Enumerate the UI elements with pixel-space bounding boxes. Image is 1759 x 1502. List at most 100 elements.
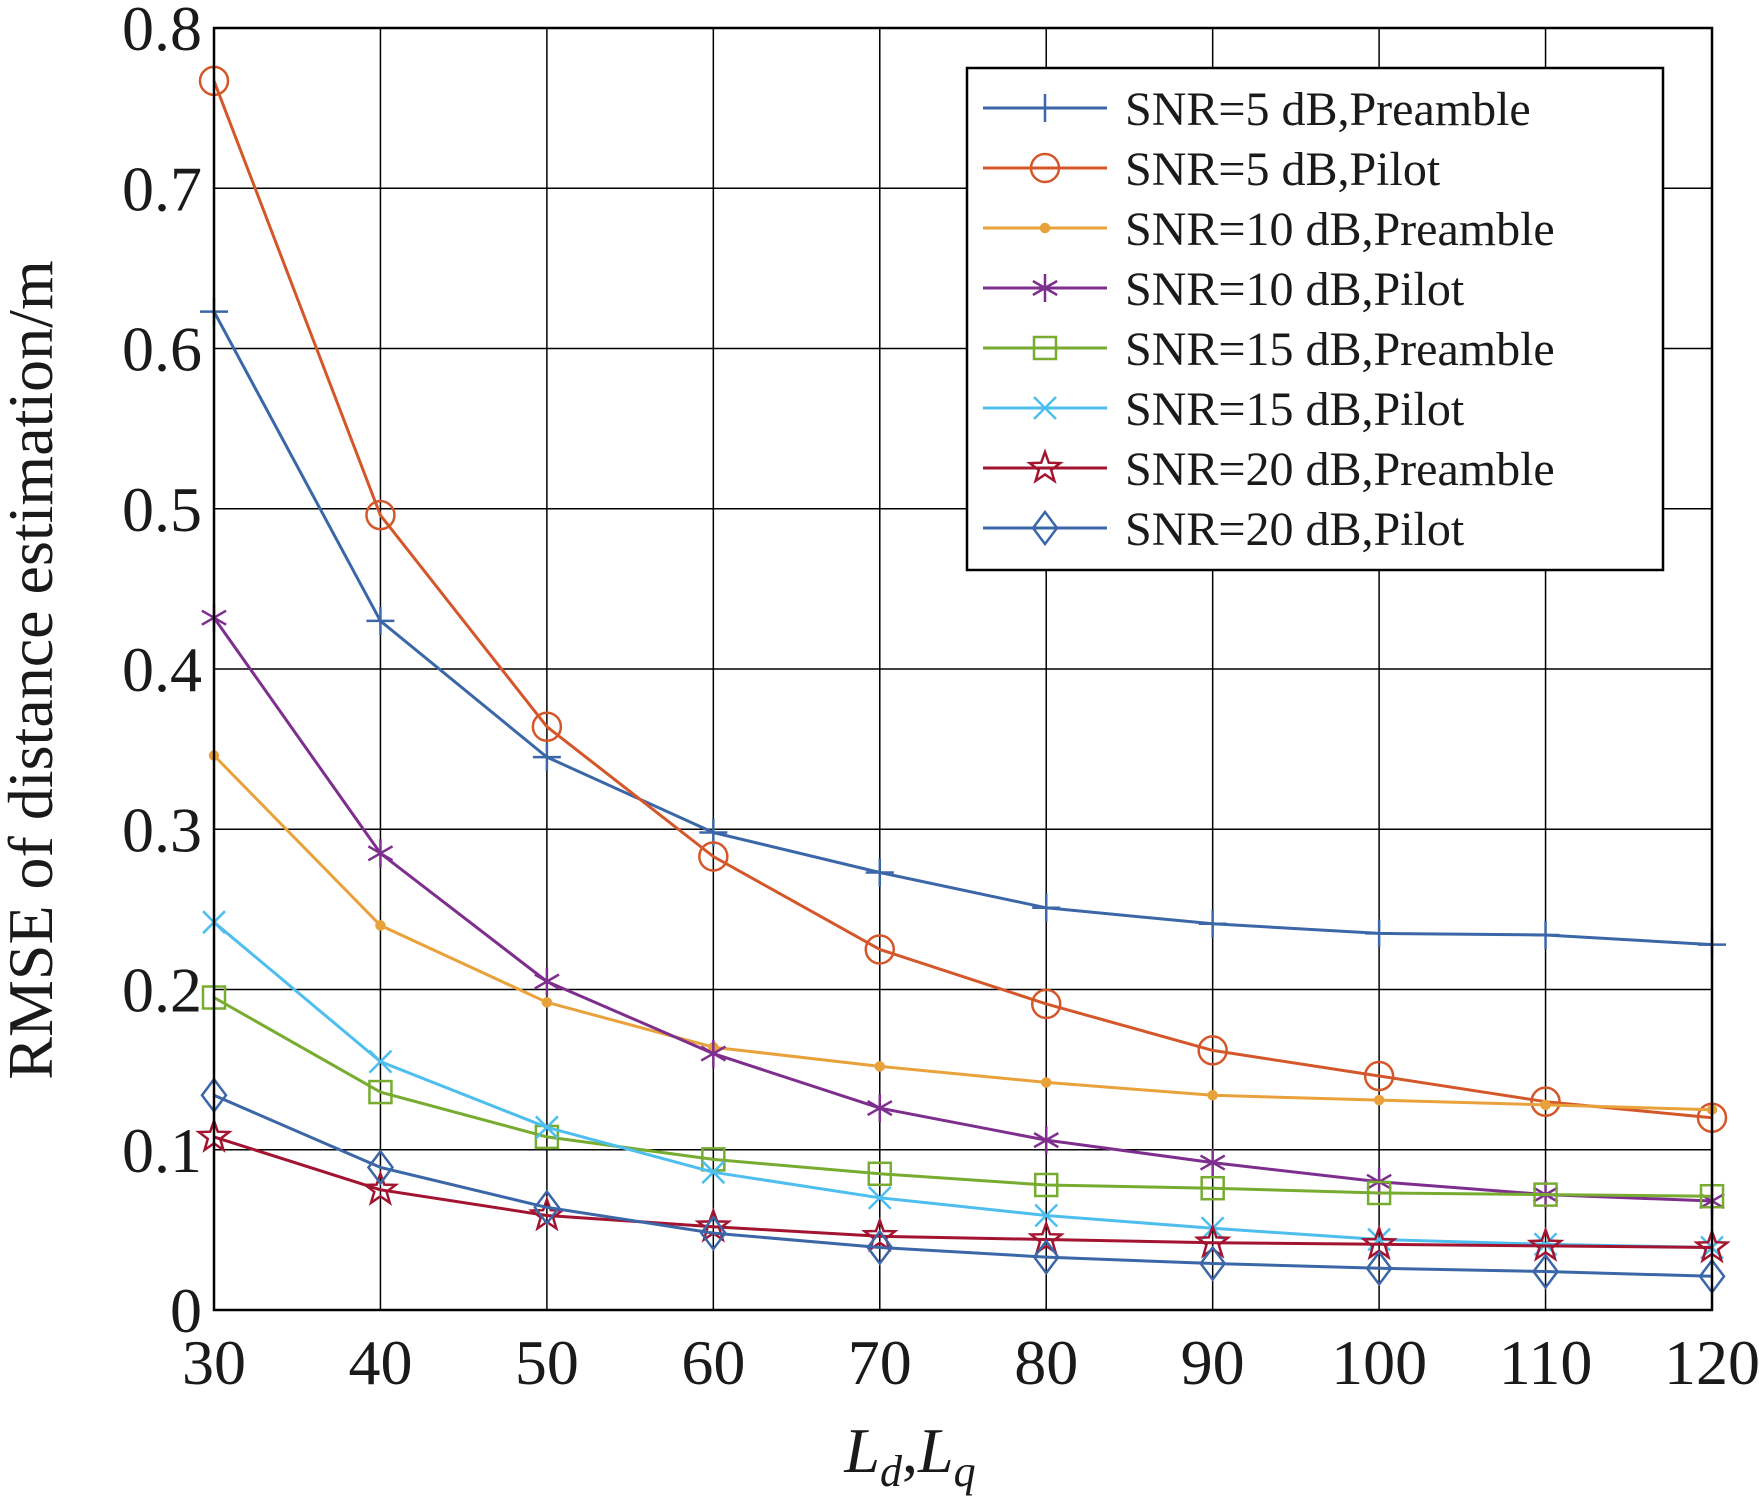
data-point-marker	[701, 1160, 726, 1185]
series-6	[202, 910, 1724, 1260]
data-point-marker	[1531, 1253, 1560, 1290]
data-point-marker	[701, 1147, 726, 1172]
x-axis-title-sub-q: q	[954, 1447, 976, 1496]
series-line	[213, 1135, 1713, 1249]
data-point-marker	[861, 1216, 899, 1253]
legend-item: SNR=20 dB,Preamble	[983, 443, 1555, 496]
data-point-marker	[865, 858, 894, 887]
x-tick-label: 30	[182, 1327, 246, 1398]
data-point-marker	[1200, 1175, 1225, 1201]
data-point-marker	[698, 841, 729, 872]
x-axis-title: Ld,Lq	[843, 1415, 975, 1496]
series-1	[200, 297, 1726, 959]
data-point-marker	[533, 1189, 561, 1226]
data-point-marker	[1033, 1172, 1059, 1198]
legend-marker	[1032, 335, 1058, 361]
legend-marker	[1026, 448, 1064, 484]
data-point-marker	[864, 934, 896, 965]
legend-item: SNR=15 dB,Preamble	[983, 323, 1555, 376]
legend-marker	[1031, 509, 1059, 547]
data-point-marker	[1032, 1239, 1060, 1276]
series-line	[212, 80, 1713, 1120]
legend-label: SNR=5 dB,Pilot	[1125, 143, 1441, 196]
data-point-marker	[367, 839, 394, 868]
data-point-marker	[699, 1214, 727, 1252]
x-tick-label: 100	[1331, 1327, 1427, 1398]
legend-label: SNR=15 dB,Preamble	[1125, 323, 1555, 376]
data-point-marker	[366, 606, 395, 635]
x-axis-title-sub-d: d	[880, 1447, 903, 1496]
y-tick-label: 0.1	[122, 1115, 202, 1186]
x-axis-title-sep: ,	[902, 1415, 918, 1486]
series-5	[201, 985, 1725, 1209]
y-tick-label: 0.4	[122, 634, 202, 705]
data-point-marker	[541, 997, 553, 1008]
y-tick-label: 0.8	[122, 0, 202, 64]
legend-label: SNR=10 dB,Pilot	[1125, 263, 1465, 316]
y-tick-label: 0	[170, 1275, 202, 1346]
data-point-marker	[1198, 909, 1227, 938]
data-point-marker	[1199, 1148, 1226, 1177]
data-point-marker	[874, 1061, 886, 1072]
legend-item: SNR=5 dB,Preamble	[983, 83, 1531, 136]
plot-frame	[212, 26, 1714, 1312]
data-point-marker	[1373, 1094, 1385, 1106]
data-point-marker	[1366, 1180, 1392, 1206]
legend-item: SNR=10 dB,Preamble	[983, 203, 1555, 256]
series-8	[200, 1077, 1726, 1295]
data-point-marker	[700, 1039, 727, 1068]
legend-item: SNR=10 dB,Pilot	[983, 263, 1465, 316]
x-axis-title-main2: L	[917, 1415, 954, 1486]
data-point-marker	[1027, 1219, 1065, 1256]
data-point-marker	[1533, 1182, 1558, 1207]
legend-label: SNR=15 dB,Pilot	[1125, 383, 1465, 436]
legend-marker	[1031, 94, 1059, 122]
data-point-marker	[1040, 1077, 1052, 1088]
legend-label: SNR=20 dB,Pilot	[1125, 503, 1465, 556]
data-point-marker	[1365, 919, 1394, 948]
y-tick-label: 0.5	[122, 474, 202, 545]
data-point-marker	[1030, 988, 1062, 1020]
data-point-marker	[365, 499, 396, 531]
legend-marker	[1033, 396, 1057, 420]
tick-labels: 30 40 50 60 70 80 90 100 110 120 0 0.1 0.2 0.3 0.4 0.5 0…	[122, 0, 1759, 1398]
legend-label: SNR=20 dB,Preamble	[1125, 443, 1555, 496]
series-line	[213, 996, 1713, 1198]
series-line	[212, 616, 1713, 1203]
series-line	[212, 310, 1713, 947]
series-line	[212, 754, 1713, 1112]
data-point-marker	[1540, 1099, 1551, 1111]
data-point-marker	[1365, 1250, 1393, 1287]
legend-label: SNR=5 dB,Preamble	[1125, 83, 1531, 136]
legend-item: SNR=5 dB,Pilot	[983, 143, 1441, 196]
data-point-marker	[368, 1079, 393, 1105]
data-point-marker	[531, 711, 563, 742]
data-point-marker	[534, 967, 560, 996]
y-tick-label: 0.7	[122, 153, 202, 224]
data-point-marker	[866, 1229, 894, 1266]
data-point-marker	[1033, 1126, 1059, 1155]
legend-item: SNR=15 dB,Pilot	[983, 383, 1465, 436]
series-2	[198, 65, 1728, 1133]
legend-box	[965, 66, 1665, 572]
series-line	[213, 1093, 1713, 1278]
data-point-marker	[366, 1149, 395, 1186]
data-point-marker	[1032, 893, 1061, 922]
y-tick-label: 0.2	[122, 955, 202, 1026]
data-point-marker	[1207, 1090, 1218, 1101]
legend: SNR=5 dB,Preamble SNR=5 dB,Pilot SNR=10 dB…	[965, 66, 1665, 572]
y-tick-label: 0.3	[122, 794, 202, 865]
data-point-marker	[1530, 1086, 1561, 1117]
legend-marker	[1039, 222, 1051, 234]
y-tick-label: 0.6	[122, 314, 202, 385]
y-axis-title: RMSE of distance estimation/m	[0, 260, 66, 1079]
data-point-marker	[1526, 1226, 1565, 1262]
x-tick-label: 40	[348, 1327, 412, 1398]
data-point-marker	[1197, 1035, 1228, 1066]
data-point-marker	[532, 743, 561, 772]
series-layer	[195, 65, 1731, 1295]
data-point-marker	[1531, 921, 1560, 950]
legend-marker	[1032, 274, 1058, 302]
legend-label: SNR=10 dB,Preamble	[1125, 203, 1555, 256]
